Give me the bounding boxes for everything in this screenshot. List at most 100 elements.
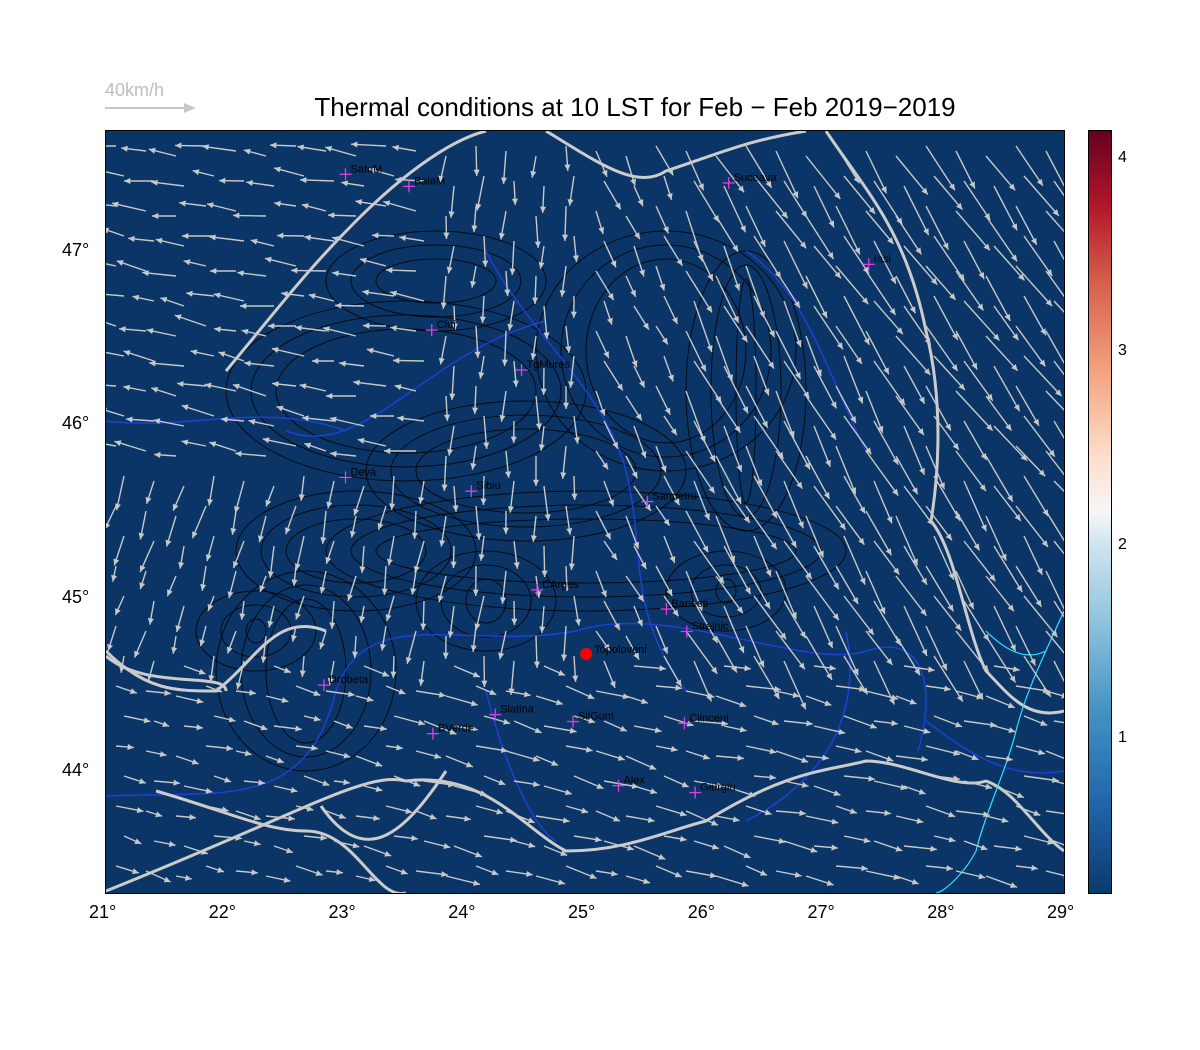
wind-arrow	[955, 570, 975, 610]
wind-arrow	[933, 415, 960, 451]
wind-arrowhead	[351, 651, 359, 658]
wind-arrow	[963, 300, 1000, 341]
wind-arrowhead	[827, 252, 834, 259]
wind-arrow	[805, 455, 831, 500]
wind-arrow	[775, 630, 806, 670]
wind-arrowhead	[869, 722, 877, 729]
wind-arrowhead	[765, 569, 772, 577]
wind-arrowhead	[980, 453, 987, 461]
map-panel[interactable]: SatuM BaiaM Suceava Iasi Cluj TgMures Deva Sibi…	[105, 130, 1065, 894]
wind-arrowhead	[235, 682, 242, 690]
wind-arrow	[715, 575, 744, 614]
wind-arrow	[693, 540, 725, 584]
wind-arrowhead	[630, 178, 637, 186]
wind-arrowhead	[268, 322, 275, 330]
terrain-contours	[195, 230, 847, 772]
wind-arrowhead	[449, 728, 457, 735]
wind-arrowhead	[145, 496, 152, 504]
wind-arrowhead	[562, 817, 570, 824]
map-canvas[interactable]: SatuM BaiaM Suceava Iasi Cluj TgMures Deva Sibi…	[106, 131, 1064, 893]
colorbar-tick-label: 2	[1118, 535, 1127, 553]
wind-arrow	[715, 515, 736, 563]
wind-arrowhead	[883, 367, 889, 375]
wind-arrow	[993, 185, 1018, 231]
wind-arrowhead	[532, 781, 540, 788]
wind-arrowhead	[248, 418, 256, 425]
wind-arrow	[903, 305, 932, 346]
wind-arrowhead	[764, 809, 772, 816]
wind-arrowhead	[983, 243, 990, 251]
wind-arrowhead	[126, 416, 133, 423]
wind-arrow	[835, 145, 861, 184]
x-tick-label: 29°	[1047, 902, 1075, 922]
wind-arrowhead	[290, 787, 298, 793]
wind-arrowhead	[801, 781, 809, 788]
wind-arrow	[925, 505, 953, 541]
wind-arrowhead	[186, 290, 193, 297]
wind-arrowhead	[505, 471, 512, 478]
wind-arrowhead	[149, 360, 156, 367]
wind-arrowhead	[167, 589, 173, 597]
wind-arrowhead	[838, 728, 846, 735]
wind-arrowhead	[596, 783, 604, 789]
wind-arrowhead	[803, 391, 810, 399]
wind-arrowhead	[639, 380, 645, 388]
wind-arrow	[723, 245, 740, 291]
wind-arrowhead	[182, 232, 189, 240]
wind-arrowhead	[659, 665, 666, 672]
wind-arrowhead	[363, 322, 370, 329]
wind-arrowhead	[861, 865, 868, 872]
wind-arrowhead	[210, 267, 217, 275]
wind-arrowhead	[535, 423, 542, 430]
wind-arrowhead	[858, 537, 865, 545]
x-tick-label: 23°	[328, 902, 356, 922]
wind-arrow	[1045, 330, 1064, 365]
wind-arrowhead	[132, 868, 139, 875]
wind-arrowhead	[952, 442, 959, 450]
wind-arrowhead	[821, 311, 828, 319]
wind-arrowhead	[568, 381, 575, 388]
y-tick-label: 47°	[62, 240, 90, 261]
wind-arrowhead	[886, 516, 893, 524]
wind-arrowhead	[790, 540, 797, 548]
wind-arrowhead	[502, 527, 509, 534]
wind-arrowhead	[796, 481, 803, 489]
wind-arrowhead	[389, 503, 396, 510]
wind-arrow	[933, 655, 964, 703]
wind-arrow	[955, 390, 994, 432]
wind-arrow	[963, 480, 987, 532]
wind-arrowhead	[510, 436, 517, 443]
wind-arrowhead	[955, 721, 963, 728]
wind-arrowhead	[397, 415, 404, 422]
wind-arrow	[783, 420, 811, 470]
wind-arrowhead	[142, 270, 149, 277]
wind-arrowhead	[500, 597, 507, 604]
wind-arrowhead	[733, 315, 739, 323]
wind-arrowhead	[338, 813, 346, 819]
wind-arrowhead	[566, 528, 573, 535]
wind-arrowhead	[953, 749, 960, 756]
wind-arrowhead	[945, 533, 952, 541]
x-tick-label: 25°	[568, 902, 596, 922]
wind-arrow	[813, 545, 840, 590]
wind-arrowhead	[384, 447, 391, 455]
wind-arrowhead	[1045, 299, 1053, 307]
wind-arrow	[693, 420, 716, 463]
wind-arrowhead	[295, 612, 301, 620]
wind-arrowhead	[930, 277, 938, 285]
wind-arrowhead	[977, 303, 984, 311]
wind-arrowhead	[343, 779, 350, 786]
wind-arrow	[963, 420, 988, 461]
wind-arrowhead	[1006, 755, 1013, 762]
wind-arrow	[775, 210, 807, 249]
wind-arrowhead	[666, 588, 673, 596]
river-line	[285, 320, 547, 437]
wind-arrowhead	[921, 187, 928, 195]
border-line	[545, 131, 807, 179]
wind-arrow	[843, 595, 875, 636]
wind-arrowhead	[215, 686, 222, 693]
wind-arrow	[783, 480, 804, 529]
wind-arrowhead	[244, 750, 252, 757]
wind-arrowhead	[224, 776, 232, 783]
wind-arrow	[895, 215, 922, 255]
